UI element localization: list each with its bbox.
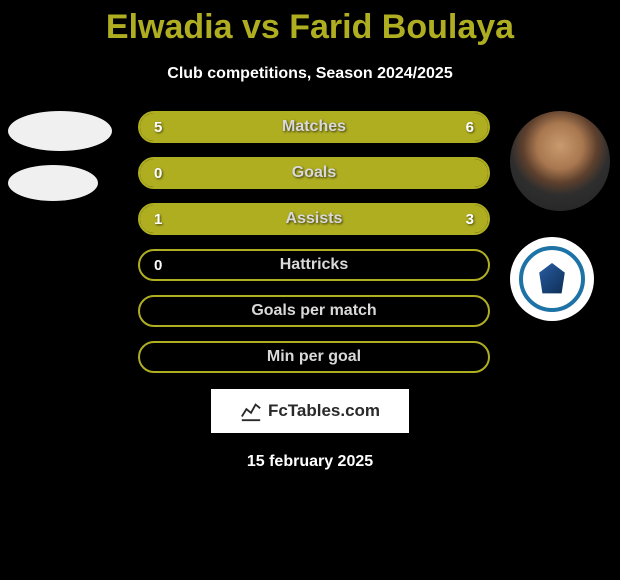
stat-row: Min per goal: [138, 341, 490, 373]
stat-label: Goals: [292, 164, 336, 182]
stat-label: Assists: [286, 210, 343, 228]
left-player-column: [8, 111, 112, 201]
bar-fill-right: [227, 205, 488, 233]
comparison-panel: 5 6 Matches 0 Goals 1 3 Assists 0 Hattricks Goals …: [0, 111, 620, 381]
stat-value-left: 0: [154, 165, 162, 182]
stat-row: 5 6 Matches: [138, 111, 490, 143]
chart-icon: [240, 400, 262, 422]
stat-row: Goals per match: [138, 295, 490, 327]
stat-label: Matches: [282, 118, 346, 136]
stat-value-left: 0: [154, 257, 162, 274]
branding-text: FcTables.com: [268, 401, 380, 421]
subtitle: Club competitions, Season 2024/2025: [0, 65, 620, 83]
stat-label: Min per goal: [267, 348, 361, 366]
stat-bars: 5 6 Matches 0 Goals 1 3 Assists 0 Hattricks Goals …: [138, 111, 490, 387]
stat-row: 1 3 Assists: [138, 203, 490, 235]
stat-value-right: 3: [466, 211, 474, 228]
page-title: Elwadia vs Farid Boulaya: [0, 0, 620, 47]
left-club-avatar-placeholder: [8, 165, 98, 201]
club-logo-ring: [519, 246, 585, 312]
club-logo-core: [536, 263, 568, 295]
right-club-avatar: [510, 237, 594, 321]
right-player-column: [510, 111, 610, 321]
date-label: 15 february 2025: [0, 453, 620, 471]
stat-row: 0 Goals: [138, 157, 490, 189]
stat-label: Hattricks: [280, 256, 348, 274]
stat-value-left: 5: [154, 119, 162, 136]
right-player-avatar: [510, 111, 610, 211]
stat-value-right: 6: [466, 119, 474, 136]
branding-badge: FcTables.com: [211, 389, 409, 433]
stat-row: 0 Hattricks: [138, 249, 490, 281]
stat-label: Goals per match: [251, 302, 376, 320]
stat-value-left: 1: [154, 211, 162, 228]
left-player-avatar-placeholder: [8, 111, 112, 151]
